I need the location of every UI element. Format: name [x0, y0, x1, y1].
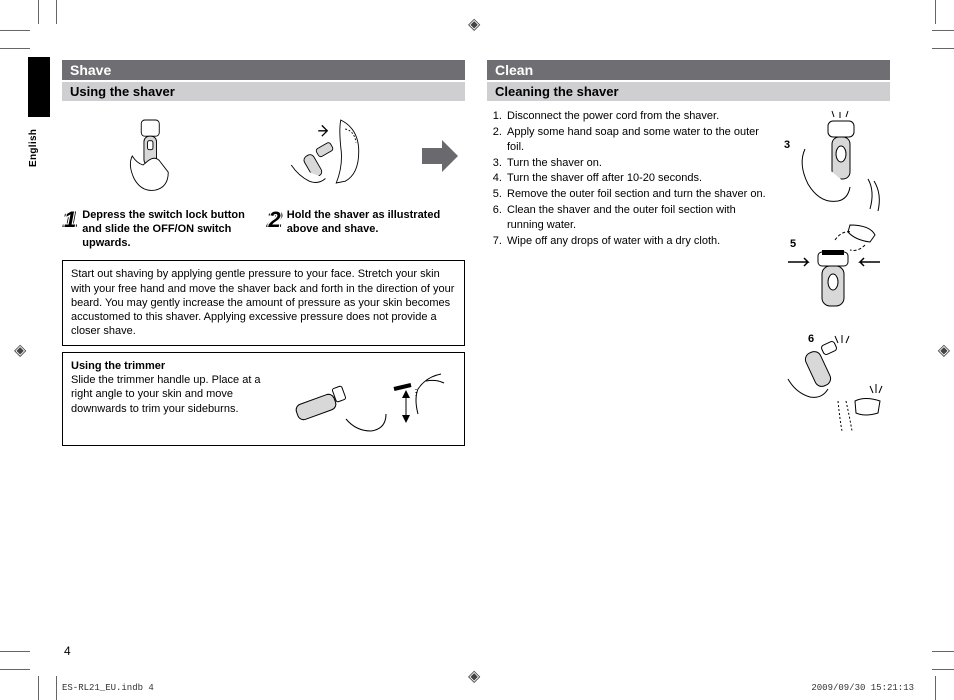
trimmer-text: Slide the trimmer handle up. Place at a … — [71, 374, 261, 415]
illustration-row — [66, 111, 461, 201]
registration-mark-icon: ◈ — [938, 340, 950, 360]
list-item: Clean the shaver and the outer foil sect… — [505, 203, 772, 233]
column-left: English Shave Using the shaver — [62, 60, 465, 452]
figure-number: 6 — [808, 333, 814, 345]
step-number: 1 — [64, 209, 76, 250]
illustration-shave-face — [243, 111, 412, 201]
list-item: Remove the outer foil section and turn t… — [505, 187, 772, 202]
section-subheader-using: Using the shaver — [62, 82, 465, 101]
list-item: Wipe off any drops of water with a dry c… — [505, 234, 772, 249]
figure-number: 3 — [784, 139, 790, 151]
illustration-hold-shaver — [66, 111, 235, 201]
illustration-clean-3: 3 — [780, 109, 890, 214]
arrow-right-icon — [419, 136, 461, 176]
language-tab — [28, 57, 50, 117]
column-right: Clean Cleaning the shaver Disconnect the… — [487, 60, 890, 452]
list-item: Turn the shaver off after 10-20 seconds. — [505, 171, 772, 186]
step-2: 2 Hold the shaver as illustrated above a… — [269, 209, 464, 250]
list-item: Turn the shaver on. — [505, 156, 772, 171]
trimmer-box: Using the trimmer Slide the trimmer hand… — [62, 352, 465, 446]
crop-mark — [932, 651, 954, 652]
crop-mark — [935, 0, 936, 24]
footer-timestamp: 2009/09/30 15:21:13 — [811, 683, 914, 693]
step-1: 1 Depress the switch lock button and sli… — [64, 209, 259, 250]
registration-mark-icon: ◈ — [468, 14, 480, 34]
cleaning-steps-list: Disconnect the power cord from the shave… — [487, 109, 772, 436]
trimmer-title: Using the trimmer — [71, 359, 278, 373]
crop-mark — [0, 669, 30, 670]
footer-filename: ES-RL21_EU.indb 4 — [62, 683, 154, 693]
section-header-shave: Shave — [62, 60, 465, 80]
step-number: 2 — [269, 209, 281, 250]
clean-soap-icon — [780, 109, 890, 214]
crop-mark — [935, 676, 936, 700]
clean-rinse-icon — [780, 331, 890, 436]
shaving-face-icon — [243, 111, 412, 201]
list-item: Disconnect the power cord from the shave… — [505, 109, 772, 124]
crop-mark — [56, 676, 57, 700]
cleaning-illustrations: 3 5 — [780, 109, 890, 436]
step-list: 1 Depress the switch lock button and sli… — [64, 209, 463, 250]
crop-mark — [0, 30, 30, 31]
crop-mark — [38, 676, 39, 700]
crop-mark — [932, 669, 954, 670]
section-header-clean: Clean — [487, 60, 890, 80]
trimmer-use-icon — [286, 359, 456, 439]
crop-mark — [56, 0, 57, 24]
registration-mark-icon: ◈ — [14, 340, 26, 360]
advice-box: Start out shaving by applying gentle pre… — [62, 260, 465, 345]
page-number: 4 — [64, 644, 71, 658]
illustration-trimmer — [286, 359, 456, 439]
crop-mark — [38, 0, 39, 24]
illustration-clean-5: 5 — [780, 220, 890, 325]
crop-mark — [0, 651, 30, 652]
shaver-hand-icon — [66, 111, 235, 201]
crop-mark — [932, 30, 954, 31]
illustration-clean-6: 6 — [780, 331, 890, 436]
figure-number: 5 — [790, 238, 796, 250]
print-footer: ES-RL21_EU.indb 4 2009/09/30 15:21:13 — [62, 683, 914, 693]
list-item: Apply some hand soap and some water to t… — [505, 125, 772, 155]
section-subheader-cleaning: Cleaning the shaver — [487, 82, 890, 101]
step-text: Hold the shaver as illustrated above and… — [287, 209, 463, 250]
step-text: Depress the switch lock button and slide… — [82, 209, 258, 250]
crop-mark — [0, 48, 30, 49]
crop-mark — [932, 48, 954, 49]
clean-remove-foil-icon — [780, 220, 890, 325]
language-label: English — [28, 129, 39, 167]
page-content: English Shave Using the shaver — [62, 60, 890, 452]
